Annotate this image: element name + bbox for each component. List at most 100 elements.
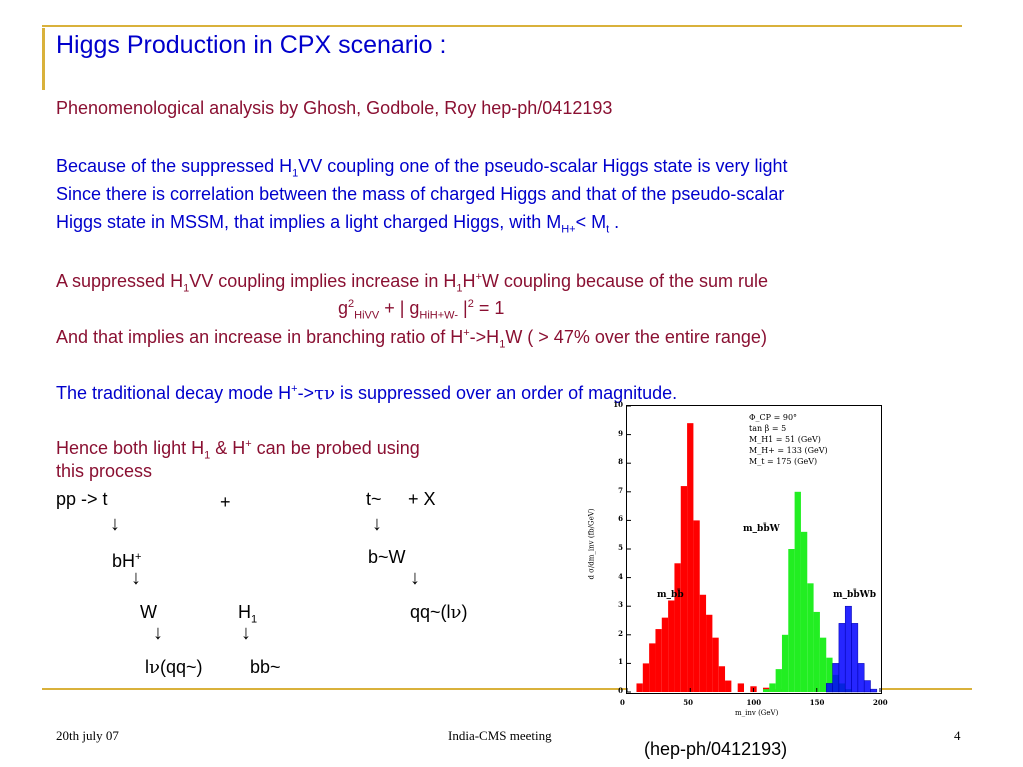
- bar-2-4: [851, 623, 859, 693]
- plot-legend: Φ_CP = 90° tan β = 5 M_H1 = 51 (GeV) M_H…: [749, 412, 828, 467]
- x-tick-label: 100: [746, 698, 762, 707]
- y-tick-label: 7: [618, 485, 623, 495]
- para3-line: The traditional decay mode H+->τν is sup…: [56, 383, 678, 404]
- legend-mhplus: M_H+ = 133 (GeV): [749, 446, 828, 455]
- legend-tanb: tan β = 5: [749, 424, 787, 433]
- y-tick-label: 4: [618, 571, 623, 581]
- arrow-down-icon: ↓: [153, 622, 163, 644]
- bar-0-12: [712, 637, 719, 692]
- histogram-svg: [626, 405, 881, 693]
- bar-2-6: [863, 680, 871, 693]
- decay-qq: qq~(lν): [410, 602, 468, 623]
- bar-1-8: [813, 611, 820, 692]
- y-tick-label: 10: [613, 400, 623, 409]
- bar-0-8: [687, 423, 694, 692]
- bar-0-3: [655, 629, 662, 692]
- y-tick-label: 2: [618, 628, 623, 638]
- bar-1-3: [781, 634, 789, 692]
- decay-plus: +: [220, 492, 231, 512]
- bar-0-9: [693, 520, 700, 692]
- x-tick-label: 50: [683, 698, 693, 707]
- decay-bw: b~W: [368, 547, 406, 567]
- label-mbb: m_bb̄: [657, 590, 684, 600]
- para1-line3: Higgs state in MSSM, that implies a ligh…: [56, 212, 620, 236]
- bar-0-6: [674, 563, 681, 692]
- x-tick-label: 150: [809, 698, 825, 707]
- bar-2-0: [825, 683, 833, 693]
- bar-0-2: [649, 643, 656, 692]
- y-tick-label: 6: [618, 514, 623, 524]
- bar-2-3: [844, 605, 852, 693]
- figure-caption: (hep-ph/0412193): [644, 739, 788, 759]
- decay-tbar: t~: [366, 489, 382, 509]
- label-mbbw: m_bb̄W: [743, 524, 780, 534]
- footer-meeting: India-CMS meeting: [448, 728, 552, 743]
- sum-rule-equation: g2HiVV + | gHiH+W- |2 = 1: [338, 298, 505, 322]
- y-tick-label: 0: [618, 686, 623, 695]
- y-tick-label: 9: [618, 428, 623, 438]
- legend-mh1: M_H1 = 51 (GeV): [749, 435, 821, 444]
- bar-2-7: [870, 688, 878, 693]
- x-tick-label: 0: [620, 698, 625, 707]
- decay-w: W: [140, 602, 157, 622]
- bar-0-5: [668, 600, 675, 692]
- y-tick-label: 3: [618, 600, 623, 610]
- bar-2-2: [838, 623, 846, 693]
- arrow-down-icon: ↓: [372, 513, 382, 535]
- bar-0-14: [725, 680, 732, 692]
- x-tick-label: 200: [873, 698, 888, 707]
- bar-1-4: [788, 549, 795, 692]
- decay-h1: H1: [238, 602, 258, 626]
- bar-1-0: [762, 689, 770, 692]
- bar-0-15: [737, 683, 745, 692]
- para4-line2: this process: [56, 461, 153, 481]
- page-title: Higgs Production in CPX scenario :: [56, 31, 447, 59]
- bar-0-7: [680, 486, 688, 692]
- plot-y-label: d σ/dm_inv (fb/GeV): [587, 508, 596, 580]
- bar-1-6: [800, 531, 808, 692]
- bar-0-11: [706, 614, 713, 692]
- decay-plus-x: + X: [408, 489, 436, 509]
- page-number: 4: [954, 728, 961, 743]
- footer-divider: [42, 688, 972, 690]
- title-accent-vertical: [42, 28, 45, 90]
- arrow-down-icon: ↓: [131, 567, 141, 589]
- para1-line1: Because of the suppressed H1VV coupling …: [56, 156, 788, 180]
- bar-1-10: [826, 657, 833, 692]
- para1-line2: Since there is correlation between the m…: [56, 184, 785, 204]
- bar-1-2: [775, 669, 782, 692]
- para4-line1: Hence both light H1 & H+ can be probed u…: [56, 438, 420, 462]
- decay-bh: bH+: [112, 551, 142, 571]
- bar-1-5: [794, 491, 801, 692]
- para2-line3: And that implies an increase in branchin…: [56, 327, 767, 351]
- y-tick-label: 5: [618, 543, 623, 552]
- plot-x-label: m_inv (GeV): [735, 709, 779, 717]
- decay-lnu: lν(qq~): [145, 657, 203, 678]
- label-mbbwb: m_bb̄Wb: [833, 590, 877, 600]
- bar-0-1: [642, 663, 650, 692]
- y-tick-label: 8: [618, 457, 623, 467]
- histogram-plot: Φ_CP = 90° tan β = 5 M_H1 = 51 (GeV) M_H…: [626, 405, 882, 694]
- bar-0-0: [636, 683, 643, 692]
- arrow-down-icon: ↓: [241, 622, 251, 644]
- bar-0-13: [718, 666, 726, 692]
- bar-0-10: [699, 594, 707, 692]
- tau-nu-symbol: τν: [314, 383, 335, 404]
- para2-line1: A suppressed H1VV coupling implies incre…: [56, 271, 769, 295]
- y-tick-label: 1: [618, 657, 623, 667]
- bar-1-1: [769, 683, 776, 692]
- bar-1-7: [807, 583, 814, 692]
- bar-1-9: [819, 637, 827, 692]
- title-accent-horizontal: [42, 25, 962, 27]
- subtitle: Phenomenological analysis by Ghosh, Godb…: [56, 98, 613, 118]
- arrow-down-icon: ↓: [410, 567, 420, 589]
- bar-2-5: [857, 663, 865, 693]
- legend-phi: Φ_CP = 90°: [749, 413, 798, 422]
- legend-mt: M_t = 175 (GeV): [749, 457, 818, 466]
- bar-0-4: [661, 617, 669, 692]
- decay-bb: bb~: [250, 657, 281, 677]
- footer-date: 20th july 07: [56, 728, 119, 743]
- arrow-down-icon: ↓: [110, 513, 120, 535]
- bar-2-1: [832, 663, 840, 693]
- decay-pp: pp -> t: [56, 489, 108, 509]
